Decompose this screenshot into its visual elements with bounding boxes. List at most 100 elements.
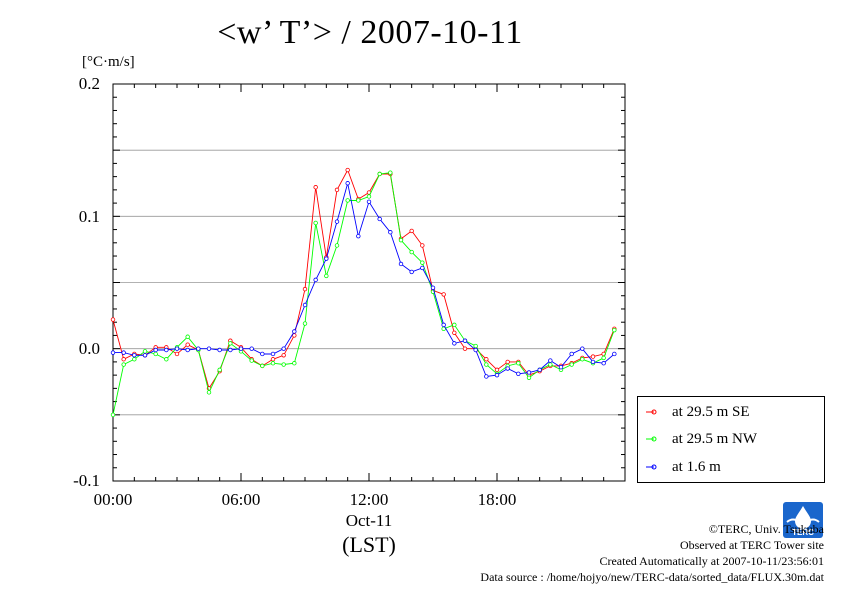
series-point-2 bbox=[558, 364, 564, 370]
series-point-0 bbox=[313, 185, 318, 190]
series-point-2 bbox=[142, 353, 148, 358]
series-point-0 bbox=[505, 359, 510, 365]
series-line-1 bbox=[112, 172, 615, 415]
series-point-0 bbox=[484, 357, 489, 362]
series-point-1 bbox=[516, 361, 521, 366]
series-point-0 bbox=[494, 367, 500, 373]
series-point-2 bbox=[388, 230, 393, 235]
series-point-0 bbox=[281, 353, 286, 358]
series-point-2 bbox=[206, 346, 212, 351]
series-point-1 bbox=[164, 357, 169, 362]
series-point-2 bbox=[420, 265, 425, 271]
series-point-2 bbox=[324, 256, 329, 261]
series-point-1 bbox=[217, 367, 222, 373]
series-point-0 bbox=[121, 357, 126, 362]
series-point-2 bbox=[174, 346, 180, 351]
series-point-1 bbox=[313, 220, 318, 226]
series-point-1 bbox=[121, 362, 126, 367]
series-point-1 bbox=[260, 363, 265, 369]
series-point-2 bbox=[132, 353, 137, 358]
series-point-2 bbox=[473, 347, 478, 353]
series-point-0 bbox=[334, 187, 340, 193]
series-point-2 bbox=[281, 346, 286, 351]
series-point-2 bbox=[121, 350, 126, 355]
series-point-0 bbox=[590, 354, 596, 359]
series-point-1 bbox=[473, 343, 478, 349]
series-point-0 bbox=[302, 286, 308, 292]
series-point-2 bbox=[377, 216, 382, 222]
legend: at 29.5 m SE at 29.5 m NW at 1.6 m bbox=[637, 396, 825, 483]
series-point-2 bbox=[313, 277, 318, 283]
series-line-2 bbox=[113, 183, 615, 377]
series-point-2 bbox=[238, 346, 244, 351]
x-axis-date-label: Oct-11 bbox=[345, 511, 393, 530]
series-point-1 bbox=[228, 341, 233, 346]
series-point-1 bbox=[132, 357, 137, 362]
series-point-0 bbox=[441, 292, 446, 297]
chart-title: <w’ T’> / 2007-10-11 bbox=[217, 14, 523, 51]
x-tick-label: 12:00 bbox=[349, 490, 389, 509]
series-point-2 bbox=[601, 361, 606, 366]
series-point-2 bbox=[249, 346, 254, 351]
series-point-1 bbox=[366, 194, 372, 199]
series-point-0 bbox=[462, 346, 468, 351]
copyright-text: ©TERC, Univ. Tsukuba bbox=[708, 522, 824, 536]
series-point-2 bbox=[569, 351, 574, 357]
legend-label: at 29.5 m SE bbox=[672, 403, 750, 420]
credits: ©TERC, Univ. Tsukuba Observed at TERC To… bbox=[480, 521, 824, 585]
series-point-2 bbox=[409, 269, 414, 275]
x-axis-label: (LST) bbox=[342, 532, 396, 557]
series-point-2 bbox=[505, 366, 510, 371]
series-point-1 bbox=[548, 362, 553, 367]
series-point-0 bbox=[174, 351, 180, 357]
series-point-2 bbox=[580, 346, 585, 351]
legend-swatch-1-6m bbox=[646, 464, 657, 470]
series-point-2 bbox=[590, 359, 596, 365]
series-point-2 bbox=[484, 374, 489, 379]
series-point-1 bbox=[249, 358, 254, 363]
series-point-1 bbox=[484, 362, 489, 367]
series-point-2 bbox=[292, 329, 297, 334]
series-point-0 bbox=[452, 330, 457, 335]
series-point-2 bbox=[526, 370, 532, 375]
series-point-1 bbox=[142, 349, 148, 354]
series-point-1 bbox=[206, 390, 212, 395]
series-point-2 bbox=[537, 367, 542, 373]
x-tick-label: 06:00 bbox=[221, 490, 261, 509]
legend-swatch-nw bbox=[646, 436, 657, 442]
series-point-2 bbox=[270, 351, 276, 357]
series-point-2 bbox=[302, 302, 308, 308]
series-point-1 bbox=[110, 412, 116, 418]
observation-site-text: Observed at TERC Tower site bbox=[679, 538, 824, 552]
series-point-1 bbox=[302, 321, 308, 326]
series-point-0 bbox=[420, 243, 425, 248]
series-point-0 bbox=[185, 342, 190, 347]
series-point-2 bbox=[110, 350, 116, 355]
series-point-2 bbox=[196, 346, 201, 351]
x-tick-label: 18:00 bbox=[477, 490, 517, 509]
creation-time-text: Created Automatically at 2007-10-11/23:5… bbox=[599, 554, 824, 568]
y-tick-label: 0.2 bbox=[78, 74, 100, 93]
legend-item: at 29.5 m NW bbox=[646, 429, 757, 449]
terc-logo: TERC bbox=[783, 502, 823, 538]
series-point-2 bbox=[153, 347, 158, 353]
series-point-2 bbox=[494, 372, 500, 378]
series-point-1 bbox=[281, 362, 286, 367]
y-tick-label: 0.0 bbox=[78, 339, 100, 358]
series-point-1 bbox=[580, 357, 585, 362]
plot-frame bbox=[112, 83, 626, 482]
series-point-2 bbox=[260, 351, 265, 357]
series-point-2 bbox=[217, 347, 222, 353]
logo-text: TERC bbox=[792, 528, 814, 537]
series-point-1 bbox=[526, 375, 532, 380]
series-point-1 bbox=[377, 171, 382, 177]
series-point-1 bbox=[420, 260, 425, 265]
series-point-1 bbox=[292, 361, 297, 366]
x-tick-label: 00:00 bbox=[93, 490, 133, 509]
series-point-1 bbox=[452, 322, 457, 328]
series-point-0 bbox=[345, 167, 350, 173]
data-source-text: Data source : /home/hojyo/new/TERC-data/… bbox=[480, 570, 824, 584]
series-point-1 bbox=[388, 170, 393, 175]
series-point-1 bbox=[409, 249, 414, 255]
series-point-2 bbox=[356, 233, 361, 239]
